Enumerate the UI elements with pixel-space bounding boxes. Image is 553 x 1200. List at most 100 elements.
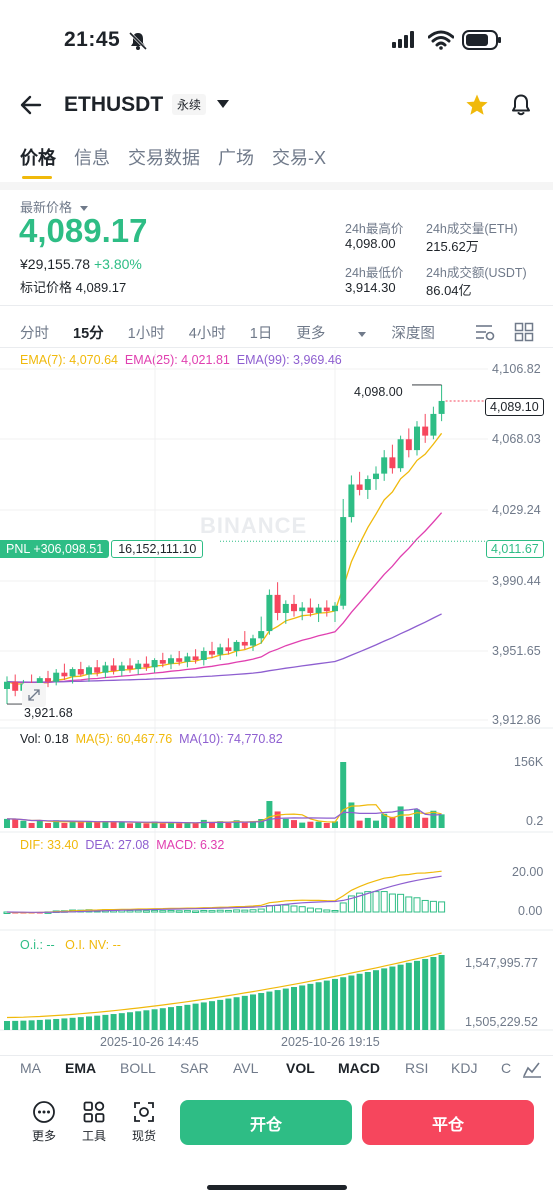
indicator-chart-icon[interactable] [522,1060,542,1078]
ind-vol[interactable]: VOL [286,1060,315,1076]
ind-ma[interactable]: MA [20,1060,41,1076]
macd-histogram-bar [233,909,241,913]
volume-bar [381,813,388,828]
pnl-tag[interactable]: PNL +306,098.51 16,152,111.10 [0,540,204,558]
tab-trade-x[interactable]: 交易-X [272,148,326,168]
oi-bar [348,975,355,1030]
oi-bar [291,987,297,1030]
close-position-button[interactable]: 平仓 [362,1100,534,1145]
interval-timeline[interactable]: 分时 [20,326,49,342]
candle-body [258,631,265,639]
volume-bar [258,819,265,828]
candle-body [307,607,314,613]
volume-bar [348,802,355,828]
y-tick: 3,951.65 [492,644,541,658]
tab-trading-data[interactable]: 交易数据 [128,148,200,168]
oi-bar [176,1005,183,1030]
high-value: 4,098.00 [345,236,396,251]
interval-bar: 分时 15分 1小时 4小时 1日 更多 深度图 [20,322,459,343]
candle-body [225,647,232,651]
tab-square[interactable]: 广场 [218,148,254,168]
volume-bar [135,822,142,828]
oi-bar [184,1004,191,1030]
candle-body [332,605,338,612]
macd-histogram-bar [421,899,429,913]
ind-c[interactable]: C [501,1060,512,1076]
low-marker-label: 3,921.68 [24,706,73,720]
expand-icon[interactable] [22,683,46,707]
bell-icon[interactable] [509,93,533,117]
oi-bar [151,1009,158,1030]
caret-down-icon [358,332,367,337]
oi-bar [102,1014,109,1030]
ind-kdj[interactable]: KDJ [451,1060,478,1076]
spot-icon [134,1102,154,1122]
volume-bar [291,820,297,828]
oi-bar [135,1011,142,1030]
macd-histogram-bar [167,909,175,913]
interval-15m[interactable]: 15分 [73,326,104,342]
ind-ema[interactable]: EMA [65,1060,97,1076]
tools-tool[interactable]: 工具 [74,1100,114,1144]
ind-boll[interactable]: BOLL [120,1060,156,1076]
interval-more[interactable]: 更多 [296,322,367,343]
vol-usdt-value: 86.04亿 [426,283,472,298]
pnl-value: 16,152,111.10 [111,540,204,558]
kline-chart[interactable] [0,0,553,1050]
symbol-title[interactable]: ETHUSDT [64,93,164,116]
macd-histogram-bar [429,900,437,913]
interval-1d[interactable]: 1日 [249,326,273,342]
candle-body [266,594,273,632]
header [0,80,553,130]
macd-histogram-bar [134,909,142,913]
mark-price: 4,089.17 [75,280,127,295]
volume-bar [192,823,199,828]
y-tick: 3,912.86 [492,713,541,727]
volume-bar [233,820,240,828]
vol-ma10-label: MA(10): 74,770.82 [179,732,283,746]
ind-sar[interactable]: SAR [180,1060,209,1076]
interval-4h[interactable]: 4小时 [188,326,226,342]
interval-depth[interactable]: 深度图 [391,326,435,342]
volume-bar [414,809,420,828]
tools-grid-icon [83,1101,105,1123]
volume-bar [184,822,191,828]
main-tabs: 价格 信息 交易数据 广场 交易-X [20,144,326,179]
chart-settings-icon[interactable] [474,322,496,342]
oi-bar [233,997,240,1030]
back-arrow-icon[interactable] [20,94,42,116]
volume-bar [28,822,35,828]
candle-body [299,607,306,612]
tools-label: 工具 [81,1129,106,1143]
volume-bar [118,822,125,828]
macd-histogram-bar [290,905,298,913]
star-icon[interactable] [465,93,489,117]
oi-bar [315,982,322,1030]
volume-bar [127,823,133,828]
candle-body [168,658,174,664]
grid-layout-icon[interactable] [514,322,534,342]
candle-body [176,658,183,662]
contract-type-badge: 永续 [172,94,207,115]
oi-bar [53,1018,60,1030]
tab-price[interactable]: 价格 [20,144,56,179]
last-price-label-text: 最新价格 [20,200,73,215]
ind-avl[interactable]: AVL [233,1060,259,1076]
macd-histogram-bar [315,908,323,913]
caret-down-icon[interactable] [216,99,230,109]
change-percent: +3.80% [93,256,142,272]
macd-histogram-bar [200,909,208,913]
open-position-button[interactable]: 开仓 [180,1100,352,1145]
candle-body [422,426,429,436]
ind-macd[interactable]: MACD [338,1060,380,1076]
tab-info[interactable]: 信息 [74,148,110,168]
ind-rsi[interactable]: RSI [405,1060,429,1076]
more-tool[interactable]: 更多 [24,1100,64,1144]
home-indicator [207,1185,347,1190]
last-price-label[interactable]: 最新价格 [20,197,89,216]
interval-1h[interactable]: 1小时 [127,326,165,342]
oi-bar [307,983,314,1030]
volume-bar [45,822,51,828]
volume-bar [176,823,183,828]
spot-tool[interactable]: 现货 [124,1100,164,1144]
